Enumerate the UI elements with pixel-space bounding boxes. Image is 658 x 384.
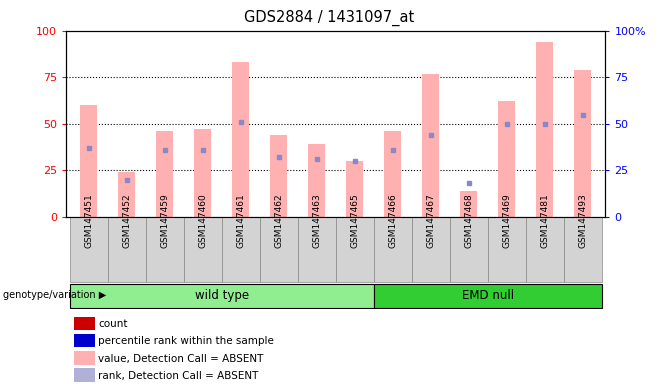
Text: GSM147461: GSM147461 [236,194,245,248]
Text: GSM147462: GSM147462 [274,194,283,248]
Text: GSM147465: GSM147465 [350,194,359,248]
Bar [74,368,95,382]
Text: GSM147493: GSM147493 [578,194,587,248]
Text: value, Detection Call = ABSENT: value, Detection Call = ABSENT [98,354,264,364]
Bar [260,217,297,282]
Bar [384,131,401,217]
Bar [526,217,563,282]
Bar [222,217,260,282]
Bar [536,42,553,217]
Bar [449,217,488,282]
Text: GSM147468: GSM147468 [464,194,473,248]
Bar [563,217,601,282]
Bar [346,161,363,217]
Bar [297,217,336,282]
Bar [70,283,374,308]
Bar [74,351,95,364]
Text: wild type: wild type [195,289,249,302]
Bar [145,217,184,282]
Text: GSM147451: GSM147451 [84,194,93,248]
Bar [118,172,135,217]
Bar [74,334,95,347]
Bar [422,74,439,217]
Bar [308,144,325,217]
Bar [156,131,173,217]
Text: count: count [98,319,128,329]
Text: GSM147469: GSM147469 [502,194,511,248]
Bar [460,191,477,217]
Bar [336,217,374,282]
Bar [108,217,145,282]
Bar [488,217,526,282]
Bar [74,316,95,330]
Text: GSM147463: GSM147463 [312,194,321,248]
Bar [194,129,211,217]
Bar [374,217,411,282]
Bar [232,62,249,217]
Bar [270,135,287,217]
Bar [70,217,108,282]
Text: genotype/variation ▶: genotype/variation ▶ [3,290,107,300]
Text: GSM147460: GSM147460 [198,194,207,248]
Text: EMD null: EMD null [461,289,514,302]
Bar [411,217,449,282]
Bar [374,283,601,308]
Text: GSM147459: GSM147459 [160,194,169,248]
Text: percentile rank within the sample: percentile rank within the sample [98,336,274,346]
Text: rank, Detection Call = ABSENT: rank, Detection Call = ABSENT [98,371,259,381]
Bar [574,70,591,217]
Text: GDS2884 / 1431097_at: GDS2884 / 1431097_at [244,10,414,26]
Text: GSM147452: GSM147452 [122,194,131,248]
Bar [80,105,97,217]
Text: GSM147467: GSM147467 [426,194,435,248]
Bar [184,217,222,282]
Text: GSM147466: GSM147466 [388,194,397,248]
Bar [498,101,515,217]
Text: GSM147481: GSM147481 [540,194,549,248]
